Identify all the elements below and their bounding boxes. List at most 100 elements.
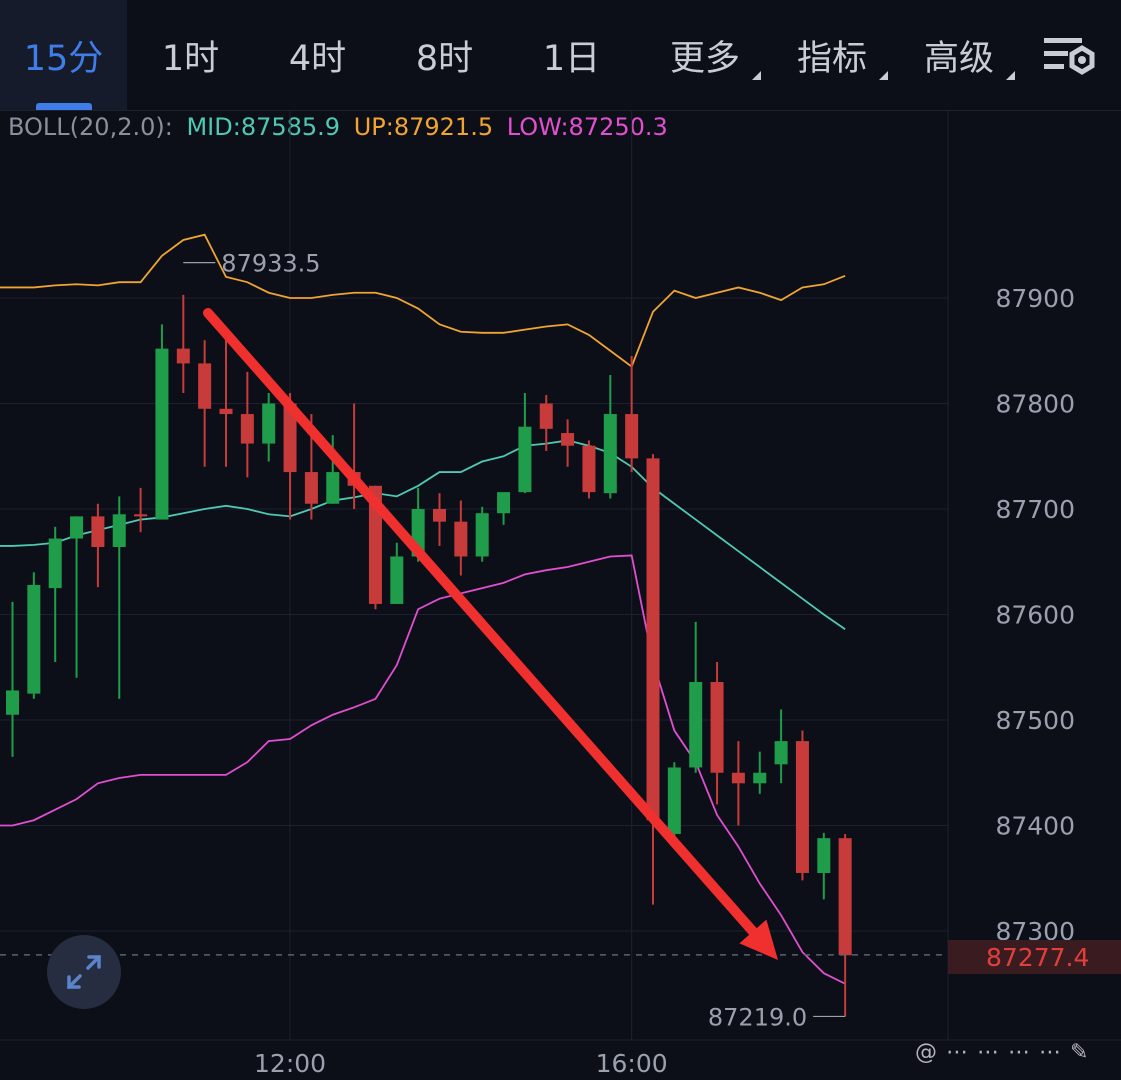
candle-down bbox=[582, 440, 596, 499]
candle-body bbox=[539, 403, 553, 429]
y-tick-label: 87900 bbox=[995, 284, 1075, 313]
candle-down bbox=[91, 503, 105, 588]
current-price-value: 87277.4 bbox=[986, 942, 1090, 972]
candle-body bbox=[6, 690, 19, 715]
candle-body bbox=[283, 403, 297, 473]
candle-body bbox=[390, 556, 404, 604]
tab-label: 指标 bbox=[796, 38, 867, 79]
y-tick-label: 87600 bbox=[995, 601, 1075, 630]
boll-up-value: UP:87921.5 bbox=[353, 113, 494, 141]
candle-down bbox=[454, 500, 468, 576]
candle-body bbox=[112, 514, 126, 547]
candle-down bbox=[219, 340, 233, 467]
candle-down bbox=[433, 493, 446, 546]
candle-body bbox=[603, 414, 617, 494]
candle-down bbox=[731, 741, 745, 826]
tab-1d[interactable]: 1日 bbox=[508, 0, 635, 110]
tab-label: 8时 bbox=[415, 38, 474, 79]
candle-body bbox=[48, 538, 62, 589]
candle-body bbox=[433, 509, 446, 522]
chart-grid: 8790087800877008760087500874008730012:00… bbox=[0, 110, 1121, 1078]
candle-down bbox=[625, 356, 639, 473]
candle-body bbox=[817, 838, 831, 873]
candle-up bbox=[6, 601, 19, 757]
candle-down bbox=[539, 395, 553, 451]
candle-body bbox=[475, 513, 489, 557]
candle-up bbox=[390, 542, 404, 604]
candle-down bbox=[134, 487, 148, 533]
candle-down bbox=[176, 294, 190, 393]
trend-arrow-head bbox=[739, 919, 778, 960]
candlestick-chart[interactable]: 8790087800877008760087500874008730012:00… bbox=[0, 110, 1121, 1080]
dropdown-caret-icon bbox=[752, 71, 761, 80]
tab-label: 4时 bbox=[288, 38, 347, 79]
current-price-badge: 87277.4 bbox=[948, 940, 1121, 974]
dropdown-caret-icon bbox=[1006, 71, 1015, 80]
candle-down bbox=[240, 371, 254, 478]
candle-body bbox=[667, 767, 681, 834]
boll-lower-line bbox=[0, 554, 846, 985]
y-tick-label: 87400 bbox=[995, 812, 1075, 841]
candle-body bbox=[454, 521, 468, 557]
candle-body bbox=[497, 492, 511, 514]
candle-up bbox=[27, 572, 41, 699]
candle-body bbox=[198, 363, 212, 409]
boll-legend: BOLL(20,2.0): MID:87585.9 UP:87921.5 LOW… bbox=[8, 113, 674, 141]
active-tab-indicator bbox=[36, 103, 92, 110]
tab-1h[interactable]: 1时 bbox=[127, 0, 254, 110]
candle-body bbox=[753, 772, 767, 784]
dropdown-caret-icon bbox=[879, 71, 888, 80]
bollinger-bands bbox=[0, 233, 846, 985]
candle-up bbox=[262, 392, 276, 462]
candle-body bbox=[646, 458, 660, 821]
candle-body bbox=[561, 433, 575, 446]
candle-body bbox=[625, 414, 639, 459]
candle-body bbox=[689, 682, 703, 768]
candle-up bbox=[774, 709, 788, 784]
candle-up bbox=[689, 621, 703, 773]
candle-up bbox=[518, 392, 532, 494]
tab-indicators-dropdown[interactable]: 指标 bbox=[772, 0, 892, 110]
candle-body bbox=[262, 403, 276, 444]
high-price-label: 87933.5 bbox=[221, 250, 320, 278]
expand-chart-button[interactable] bbox=[47, 935, 121, 1009]
y-tick-label: 87700 bbox=[995, 495, 1075, 524]
boll-low-value: LOW:87250.3 bbox=[506, 113, 668, 141]
chart-settings-icon[interactable] bbox=[1040, 30, 1100, 82]
trend-arrow-shaft bbox=[203, 308, 764, 943]
candle-down bbox=[347, 403, 361, 509]
tab-8h[interactable]: 8时 bbox=[381, 0, 508, 110]
tab-advanced-dropdown[interactable]: 高级 bbox=[899, 0, 1019, 110]
candle-up bbox=[753, 751, 767, 794]
expand-arrows-icon bbox=[67, 955, 101, 989]
candle-body bbox=[155, 348, 169, 520]
candle-up bbox=[112, 496, 126, 699]
candle-body bbox=[774, 741, 788, 765]
candle-down bbox=[283, 392, 297, 520]
candle-body bbox=[582, 445, 596, 493]
candle-body bbox=[518, 426, 532, 493]
candle-body bbox=[710, 682, 724, 773]
candle-body bbox=[27, 584, 41, 694]
candle-up bbox=[155, 324, 169, 520]
tab-4h[interactable]: 4时 bbox=[254, 0, 381, 110]
tab-15min[interactable]: 15分 bbox=[0, 0, 127, 110]
tab-more-dropdown[interactable]: 更多 bbox=[645, 0, 765, 110]
candle-body bbox=[219, 408, 233, 415]
tab-label: 高级 bbox=[923, 38, 994, 79]
tab-label: 1时 bbox=[161, 38, 220, 79]
low-price-label: 87219.0 bbox=[708, 1003, 807, 1031]
candle-down bbox=[838, 833, 852, 1017]
candles bbox=[6, 294, 852, 1017]
tab-label: 更多 bbox=[669, 38, 740, 79]
candle-body bbox=[91, 516, 105, 547]
candle-body bbox=[304, 472, 318, 504]
candle-body bbox=[368, 485, 382, 604]
candle-down bbox=[561, 419, 575, 467]
candle-body bbox=[326, 472, 340, 504]
x-tick-label: 16:00 bbox=[596, 1049, 668, 1078]
candle-down bbox=[198, 340, 212, 467]
candle-up bbox=[497, 492, 511, 525]
candle-down bbox=[795, 730, 809, 881]
y-tick-label: 87500 bbox=[995, 706, 1075, 735]
